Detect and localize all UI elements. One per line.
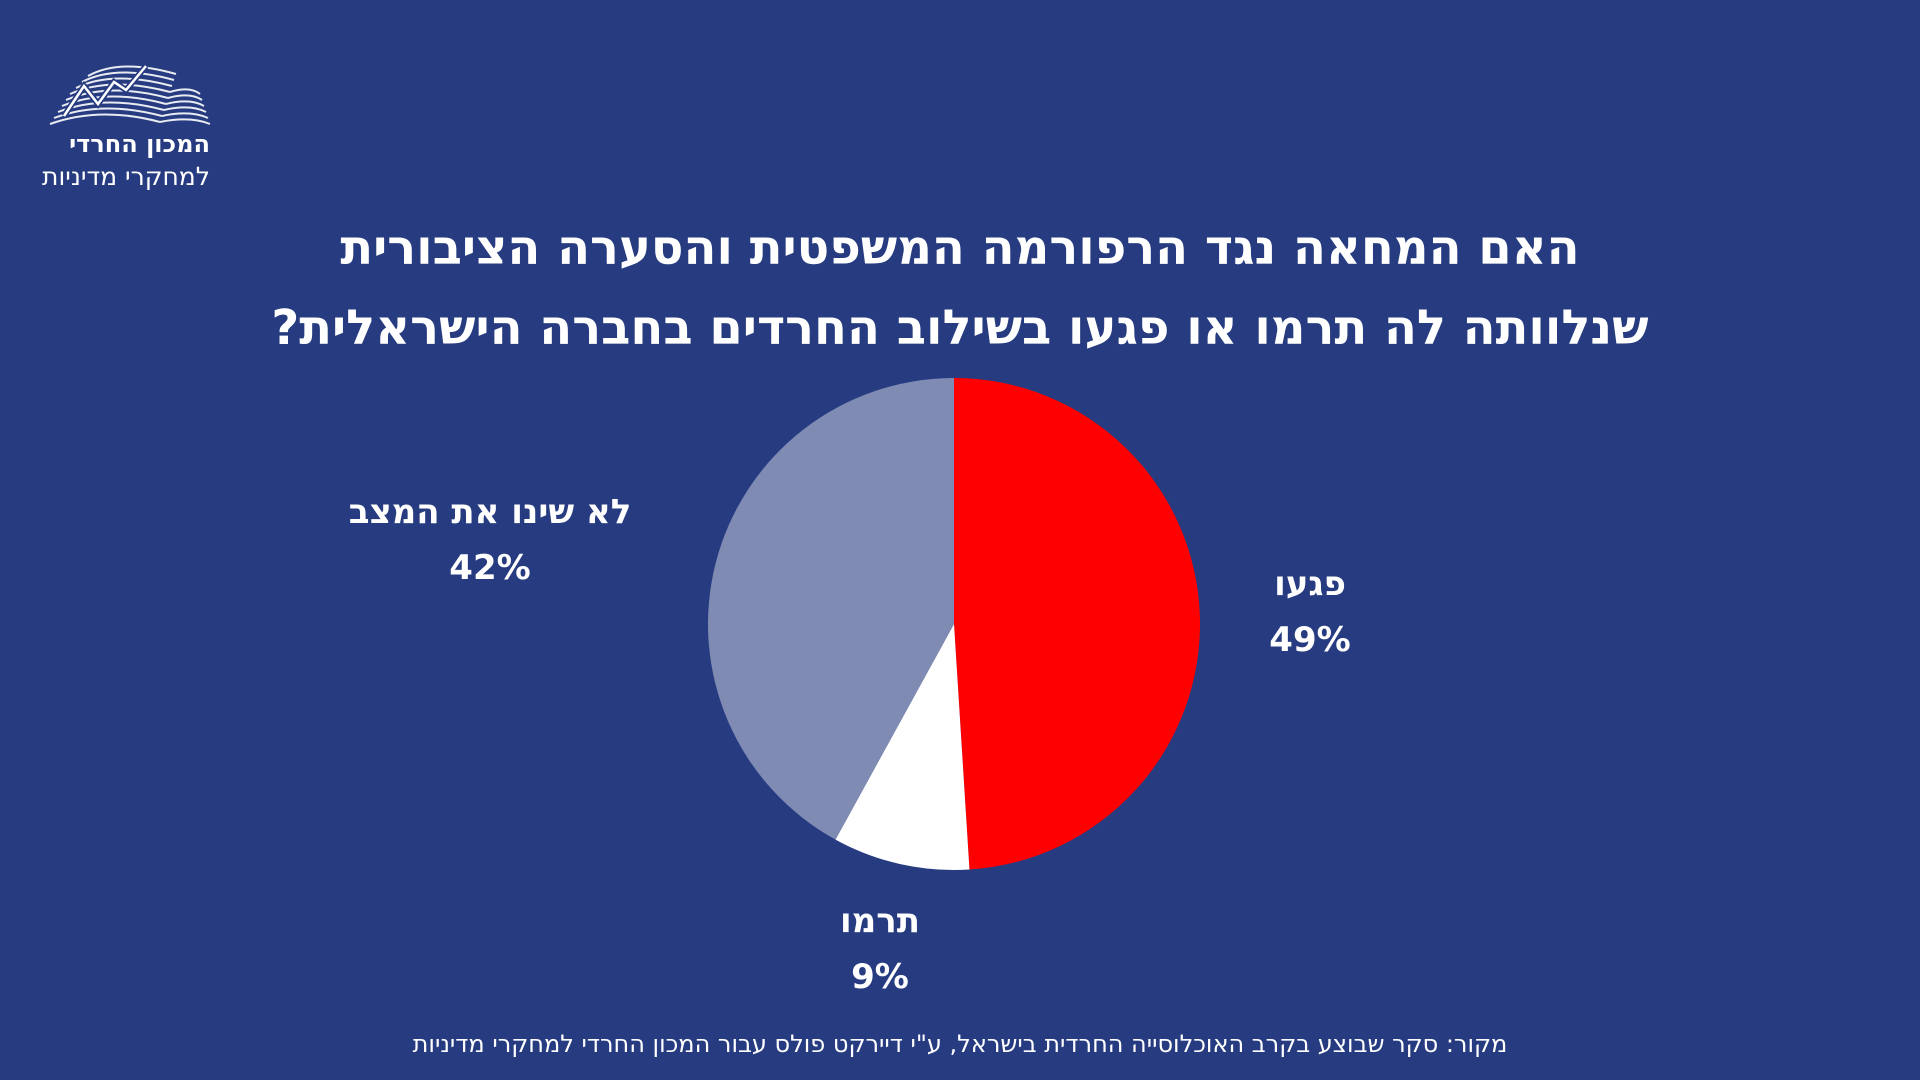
slice-label-harmed-value: 49%	[1269, 620, 1351, 660]
pie-slice-no-change	[707, 378, 954, 840]
pie-slice-harmed	[954, 378, 1200, 870]
slice-label-contributed: תרמו 9%	[780, 893, 980, 1005]
slice-label-contributed-value: 9%	[851, 957, 909, 997]
chart-title-line-2: שנלוותה לה תרמו או פגעו בשילוב החרדים בח…	[271, 300, 1649, 356]
slice-label-harmed: פגעו 49%	[1210, 556, 1410, 668]
slice-label-no-change: לא שינו את המצב 42%	[340, 484, 640, 596]
slice-label-no-change-name: לא שינו את המצב	[348, 492, 632, 532]
source-note: מקור: סקר שבוצע בקרב האוכלוסייה החרדית ב…	[412, 1030, 1508, 1058]
pie-slice-contributed	[835, 624, 970, 870]
open-book-graph-icon	[49, 64, 211, 125]
slice-label-contributed-name: תרמו	[840, 901, 920, 941]
chart-title-line-1: האם המחאה נגד הרפורמה המשפטית והסערה הצי…	[340, 220, 1580, 276]
logo-title: המכון החרדי	[69, 130, 210, 158]
slice-label-no-change-value: 42%	[449, 548, 531, 588]
logo-subtitle: למחקרי מדיניות	[42, 162, 210, 191]
institute-logo: המכון החרדי למחקרי מדיניות	[40, 46, 230, 206]
slice-label-harmed-name: פגעו	[1274, 564, 1346, 604]
chart-title: האם המחאה נגד הרפורמה המשפטית והסערה הצי…	[160, 208, 1760, 368]
